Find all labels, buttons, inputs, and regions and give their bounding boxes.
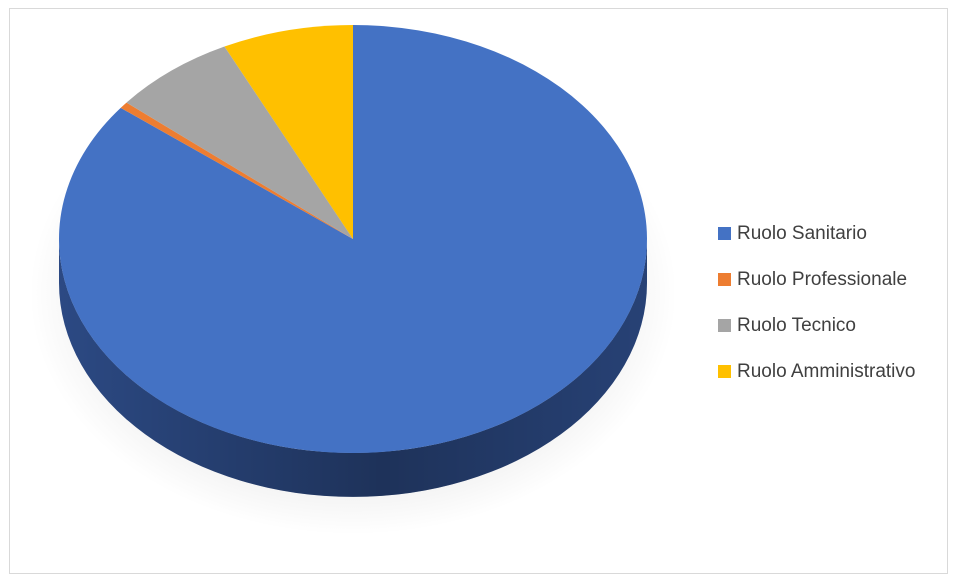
pie-side-shade <box>59 239 647 497</box>
legend-label: Ruolo Professionale <box>737 268 908 290</box>
pie-slice-ruolo-tecnico[interactable] <box>126 46 353 239</box>
legend-swatch <box>718 227 731 240</box>
pie-side-walls <box>59 239 647 497</box>
pie-slice-ruolo-professionale[interactable] <box>120 102 353 239</box>
legend-item: Ruolo Amministrativo <box>718 360 915 383</box>
pie-slice-ruolo-sanitario[interactable] <box>58 25 647 453</box>
legend: Ruolo Sanitario Ruolo Professionale Ruolo … <box>718 222 915 406</box>
chart-area: Ruolo Sanitario Ruolo Professionale Ruolo … <box>9 8 948 574</box>
pie-chart <box>29 25 677 535</box>
legend-item: Ruolo Tecnico <box>718 314 915 337</box>
legend-label: Ruolo Amministrativo <box>737 360 916 382</box>
legend-swatch <box>718 319 731 332</box>
legend-label: Ruolo Sanitario <box>737 222 867 244</box>
legend-item: Ruolo Professionale <box>718 268 915 291</box>
legend-swatch <box>718 273 731 286</box>
legend-item: Ruolo Sanitario <box>718 222 915 245</box>
pie-slices <box>58 25 647 453</box>
legend-label: Ruolo Tecnico <box>737 314 857 336</box>
legend-swatch <box>718 365 731 378</box>
pie-slice-ruolo-amministrativo[interactable] <box>224 25 353 239</box>
